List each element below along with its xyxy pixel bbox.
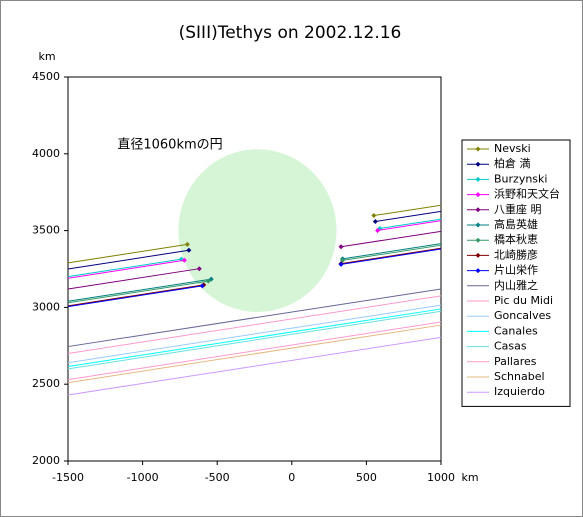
legend-label: Schnabel bbox=[494, 370, 545, 383]
x-tick-label: 1000 bbox=[427, 471, 455, 484]
chord-line bbox=[67, 304, 442, 364]
legend-marker bbox=[475, 161, 481, 167]
legend-label: Pic du Midi bbox=[494, 294, 553, 307]
x-tick-label: -500 bbox=[205, 471, 230, 484]
chord-line bbox=[67, 218, 442, 278]
x-tick-label: -1500 bbox=[52, 471, 84, 484]
y-axis-label: km bbox=[38, 50, 55, 63]
legend-label: Nevski bbox=[494, 142, 531, 155]
x-tick-label: 0 bbox=[288, 471, 295, 484]
legend-marker bbox=[475, 192, 481, 198]
event-marker bbox=[186, 247, 192, 253]
legend-marker bbox=[475, 222, 481, 228]
legend-marker bbox=[475, 176, 481, 182]
legend-label: 北崎勝彦 bbox=[494, 247, 538, 261]
event-marker bbox=[181, 257, 187, 263]
chord-line bbox=[67, 230, 442, 290]
legend-marker bbox=[475, 237, 481, 243]
chord-line bbox=[67, 210, 442, 270]
event-marker bbox=[199, 283, 205, 289]
legend-label: Izquierdo bbox=[494, 385, 545, 398]
annotation: 直径1060kmの円 bbox=[117, 138, 222, 153]
chord-line bbox=[67, 243, 442, 302]
chord-line bbox=[67, 321, 442, 381]
chord-line bbox=[67, 220, 442, 279]
event-marker bbox=[184, 241, 190, 247]
chord-line bbox=[67, 324, 442, 384]
y-tick-label: 2000 bbox=[32, 454, 60, 467]
legend-marker bbox=[475, 252, 481, 258]
event-marker bbox=[338, 261, 344, 267]
chord-line bbox=[67, 248, 442, 308]
legend-label: Canales bbox=[494, 324, 538, 337]
legend-label: Burzynski bbox=[494, 172, 547, 185]
chord-line bbox=[67, 244, 442, 304]
event-marker bbox=[375, 227, 381, 233]
chord-line bbox=[67, 204, 442, 264]
chord-line bbox=[67, 336, 442, 396]
x-tick-label: 500 bbox=[356, 471, 377, 484]
event-marker bbox=[196, 266, 202, 272]
legend-label: 片山栄作 bbox=[494, 263, 538, 277]
body-circle bbox=[178, 149, 337, 313]
legend-marker bbox=[475, 268, 481, 274]
y-tick-label: 4500 bbox=[32, 70, 60, 83]
y-tick-label: 3000 bbox=[32, 300, 60, 313]
chord-line bbox=[67, 310, 442, 370]
event-marker bbox=[205, 278, 211, 284]
legend-label: Casas bbox=[494, 340, 527, 353]
legend-label: 橋本秋恵 bbox=[494, 232, 538, 246]
legend-label: 内山雅之 bbox=[494, 278, 538, 292]
chart-title: (SIII)Tethys on 2002.12.16 bbox=[179, 23, 402, 43]
chord-line bbox=[67, 308, 442, 368]
x-axis-label: km bbox=[461, 471, 478, 484]
x-tick-label: -1000 bbox=[127, 471, 159, 484]
chord-line bbox=[67, 295, 442, 354]
event-marker bbox=[371, 213, 377, 219]
legend-label: 高島英雄 bbox=[494, 217, 538, 231]
chord-line bbox=[67, 288, 442, 348]
legend-marker bbox=[475, 146, 481, 152]
legend-marker bbox=[475, 207, 481, 213]
legend-label: 浜野和天文台 bbox=[494, 187, 560, 201]
event-marker bbox=[372, 219, 378, 225]
legend-label: Goncalves bbox=[494, 309, 551, 322]
y-tick-label: 2500 bbox=[32, 377, 60, 390]
chord-line bbox=[67, 247, 442, 307]
event-marker bbox=[338, 244, 344, 250]
legend-label: 柏倉 満 bbox=[494, 156, 531, 170]
y-tick-label: 4000 bbox=[32, 147, 60, 160]
legend-label: Pallares bbox=[494, 355, 537, 368]
y-tick-label: 3500 bbox=[32, 224, 60, 237]
legend-label: 八重座 明 bbox=[494, 202, 542, 216]
